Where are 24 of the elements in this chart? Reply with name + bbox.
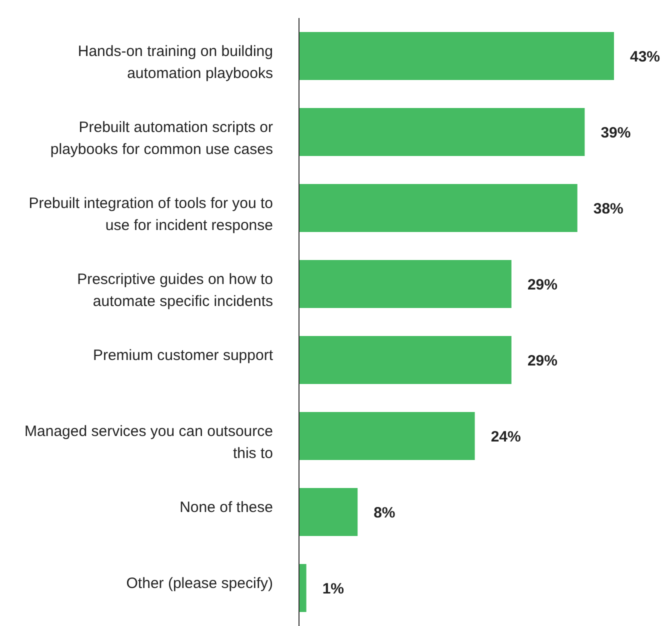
data-label: 39% — [600, 124, 631, 142]
data-label: 24% — [490, 428, 521, 446]
y-tick-label: None of these — [180, 499, 273, 516]
y-tick-label: Prebuilt integration of tools for you to use for incident response — [28, 195, 273, 234]
y-tick-label: Managed services you can outsource this to — [24, 423, 273, 462]
y-tick-label: Hands-on training on building automation playbooks — [78, 43, 273, 82]
data-label: 1% — [322, 580, 344, 598]
bar — [299, 412, 475, 460]
y-tick-label: Prescriptive guides on how to automate specific incidents — [77, 271, 273, 310]
bar — [299, 32, 614, 80]
data-label: 8% — [374, 504, 396, 522]
bar — [299, 336, 512, 384]
bar — [299, 260, 512, 308]
data-label: 38% — [593, 200, 624, 218]
y-tick-label: Other (please specify) — [126, 575, 273, 592]
y-tick-label: Premium customer support — [92, 347, 274, 364]
y-tick-label: Prebuilt automation scripts or playbooks for common use cases — [50, 119, 273, 158]
bar — [299, 488, 358, 536]
bar — [299, 108, 585, 156]
data-label: 29% — [527, 276, 558, 294]
data-label: 29% — [527, 352, 558, 370]
bar — [299, 564, 306, 612]
data-label: 43% — [630, 48, 660, 66]
bar — [299, 184, 578, 232]
